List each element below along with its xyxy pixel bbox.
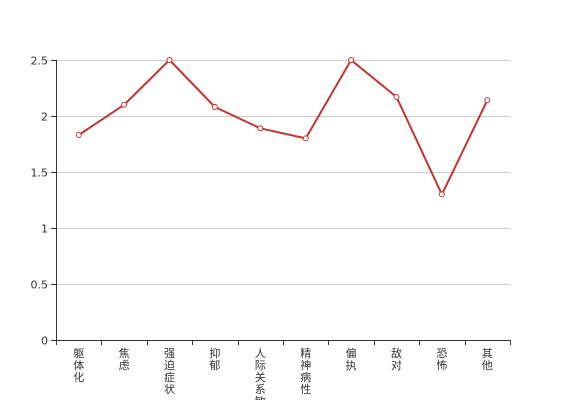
y-tick-label: 0 xyxy=(41,335,48,348)
y-tick-label: 1.5 xyxy=(31,167,49,180)
series-line xyxy=(78,59,489,196)
x-tick-label: 精神病性 xyxy=(300,347,311,396)
data-point[interactable] xyxy=(438,191,445,198)
x-tick-label: 人际关系敏感 xyxy=(255,347,266,400)
data-point[interactable] xyxy=(393,94,400,100)
x-tick-label: 焦虑 xyxy=(119,347,130,372)
x-axis-category-labels: 躯体化 焦虑 强迫症状 抑郁 人际关系敏感 精神病性 偏执 敌对 恐怖 其他 xyxy=(73,346,493,400)
x-tick-label: 强迫症状 xyxy=(164,347,175,396)
data-point[interactable] xyxy=(348,57,355,63)
data-points xyxy=(75,57,491,198)
x-tick-label: 敌对 xyxy=(391,346,402,372)
y-tick-label: 2 xyxy=(41,111,48,124)
data-point[interactable] xyxy=(166,57,173,63)
data-point[interactable] xyxy=(302,135,309,142)
x-tick-label: 偏执 xyxy=(346,346,357,372)
data-point[interactable] xyxy=(121,101,128,108)
data-point[interactable] xyxy=(257,125,264,132)
y-tick-label: 0.5 xyxy=(31,279,49,292)
x-tick-label: 抑郁 xyxy=(209,346,220,372)
data-point[interactable] xyxy=(211,104,218,110)
data-point[interactable] xyxy=(484,97,491,104)
axes xyxy=(51,60,511,345)
x-tick-label: 躯体化 xyxy=(73,347,84,384)
x-tick-label: 其他 xyxy=(482,347,493,372)
y-tick-label: 1 xyxy=(41,223,48,236)
grid-lines xyxy=(56,60,510,285)
y-tick-label: 2.5 xyxy=(31,55,49,68)
series-line-path xyxy=(78,59,489,196)
data-point[interactable] xyxy=(75,132,82,138)
y-axis-tick-labels: 0 0.5 1 1.5 2 2.5 xyxy=(31,55,49,348)
x-tick-label: 恐怖 xyxy=(436,347,447,372)
